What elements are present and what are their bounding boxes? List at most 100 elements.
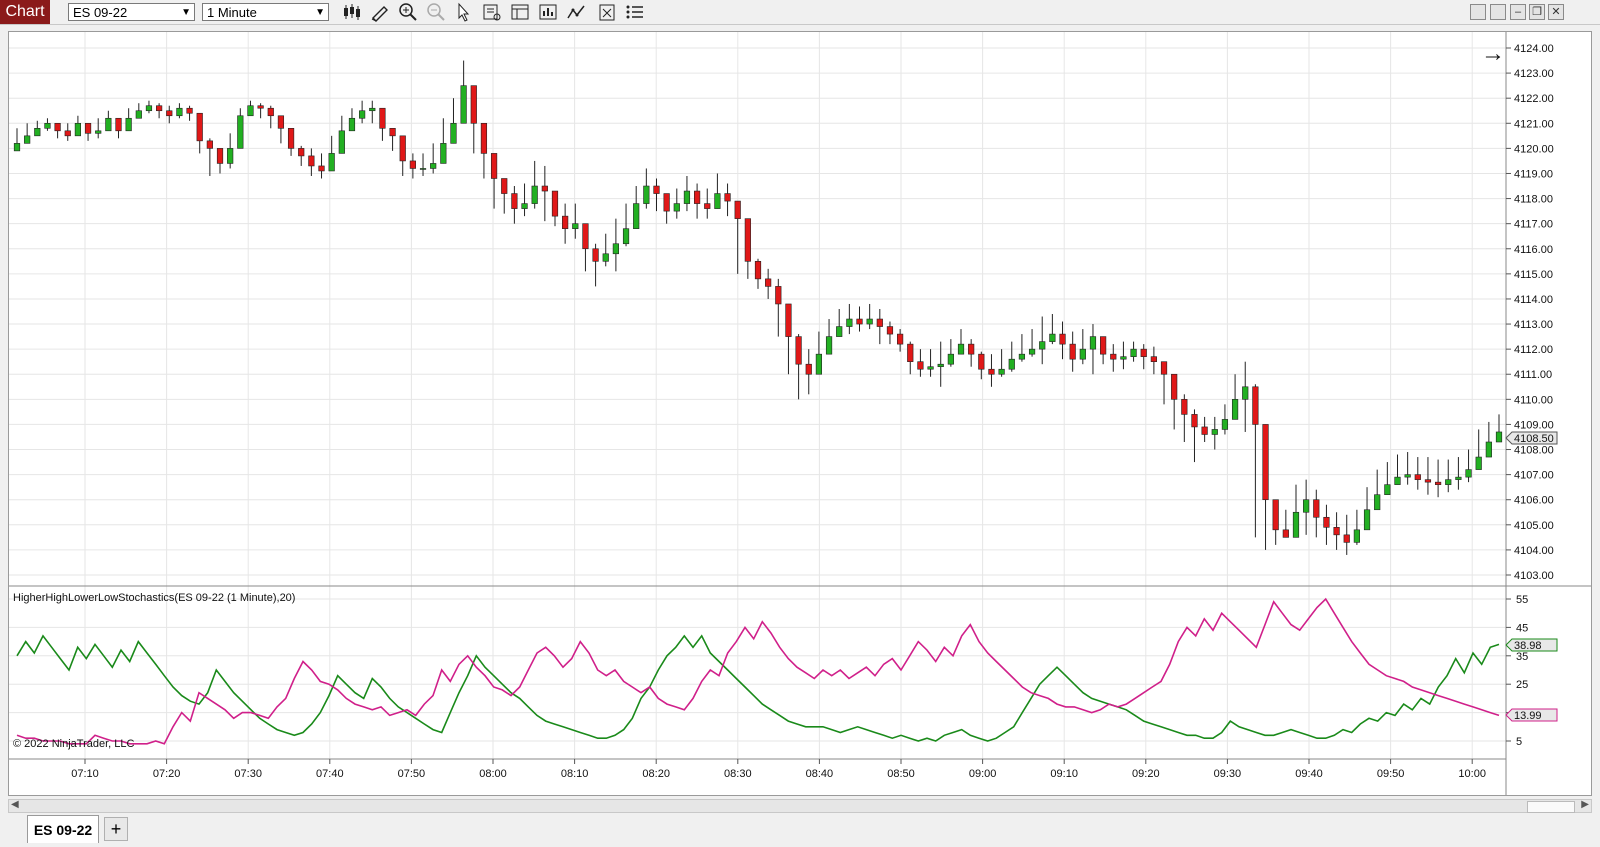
candle-body — [145, 105, 153, 112]
price-tick-label: 4123.00 — [1514, 68, 1554, 80]
candle-body — [1150, 356, 1157, 362]
candle-body — [998, 368, 1005, 375]
chart-window-tab[interactable]: Chart — [0, 0, 50, 24]
minimize-icon[interactable]: – — [1510, 4, 1526, 20]
candle-body — [237, 115, 244, 149]
candle-body — [1191, 414, 1198, 428]
green-value-marker: 38.98 — [1505, 638, 1558, 652]
candle-body — [1374, 494, 1381, 511]
indicators-icon[interactable] — [565, 2, 587, 22]
candle-body — [765, 278, 772, 287]
price-tick-label: 4108.00 — [1514, 445, 1554, 457]
arrow-right-icon[interactable]: → — [1481, 40, 1505, 67]
time-tick-label: 08:30 — [724, 768, 752, 780]
candle-body — [156, 105, 163, 112]
price-grid — [9, 32, 1506, 759]
instrument-tab[interactable]: ES 09-22 — [27, 815, 99, 843]
candle-body — [1039, 341, 1046, 350]
time-tick-label: 09:20 — [1132, 768, 1160, 780]
interval-selector[interactable]: 1 Minute ▼ — [202, 3, 329, 21]
candle-body — [1252, 386, 1259, 425]
scroll-thumb[interactable] — [1527, 801, 1575, 813]
price-tick-label: 4121.00 — [1514, 118, 1554, 130]
candle-body — [602, 253, 609, 262]
candle-body — [348, 117, 356, 132]
candle-body — [1282, 529, 1289, 538]
candlestick-icon[interactable] — [341, 2, 363, 22]
price-tick-label: 4116.00 — [1514, 244, 1553, 256]
candle-body — [1079, 348, 1086, 360]
candle-body — [704, 203, 711, 209]
scroll-left-icon[interactable]: ◀ — [11, 799, 19, 810]
price-tick-label: 4107.00 — [1514, 470, 1554, 482]
zoom-in-icon[interactable] — [397, 2, 419, 22]
candle-body — [501, 178, 508, 194]
candle-body — [287, 128, 295, 149]
candle-body — [135, 110, 142, 119]
candle-body — [541, 185, 548, 192]
candle-body — [430, 163, 437, 169]
green-line-value: 38.98 — [1514, 640, 1542, 652]
time-tick-label: 09:10 — [1050, 768, 1078, 780]
candle-body — [338, 130, 345, 154]
pencil-icon[interactable] — [369, 2, 391, 22]
chart-canvas[interactable]: 4124.00 4123.00 4122.00 4121.00 4120.00 4119.… — [9, 32, 1591, 795]
time-tick-label: 08:10 — [561, 768, 589, 780]
candle-body — [1414, 474, 1421, 480]
time-tick-label: 08:50 — [887, 768, 915, 780]
instrument-value: ES 09-22 — [73, 5, 128, 20]
candle-body — [653, 185, 660, 194]
data-box-icon[interactable] — [481, 2, 503, 22]
candle-body — [897, 333, 904, 345]
price-tick-label: 4109.00 — [1514, 419, 1554, 431]
scroll-right-icon[interactable]: ▶ — [1581, 799, 1589, 810]
candle-body — [227, 148, 234, 164]
candle-body — [1181, 399, 1188, 415]
candle-body — [795, 336, 802, 365]
candle-body — [1455, 476, 1462, 480]
indicator-tick-label: 55 — [1516, 594, 1528, 606]
restore-icon[interactable]: ❐ — [1529, 4, 1545, 20]
candle-body — [744, 218, 751, 262]
indicator-axis: 55453525155 — [1506, 594, 1528, 748]
candle-body — [978, 353, 985, 370]
restore-panel-icon[interactable] — [1490, 4, 1506, 20]
magenta-stochastic-line — [16, 597, 1500, 745]
indicator-tick-label: 45 — [1516, 622, 1528, 634]
candle-body — [673, 203, 680, 212]
candle-body — [54, 122, 61, 132]
candle-body — [754, 261, 762, 280]
candle-body — [815, 353, 823, 375]
candle-body — [298, 148, 305, 157]
templates-icon[interactable] — [596, 2, 618, 22]
price-tick-label: 4120.00 — [1514, 143, 1554, 155]
candle-body — [805, 363, 812, 375]
candle-body — [1221, 419, 1229, 430]
candle-body — [13, 143, 21, 152]
horizontal-scrollbar[interactable]: ◀ ▶ — [8, 799, 1592, 813]
instrument-selector[interactable]: ES 09-22 ▼ — [68, 3, 195, 21]
time-tick-label: 09:50 — [1377, 768, 1405, 780]
candle-body — [927, 366, 934, 370]
candle-body — [359, 110, 366, 119]
candle-body — [247, 105, 254, 117]
candle-body — [734, 200, 741, 219]
candle-body — [460, 85, 467, 124]
price-tick-label: 4118.00 — [1514, 194, 1553, 206]
candle-body — [1201, 426, 1208, 435]
indicator-tick-label: 35 — [1516, 651, 1528, 663]
candle-body — [551, 190, 559, 217]
zoom-out-icon[interactable] — [425, 2, 447, 22]
candle-body — [419, 168, 427, 170]
candle-body — [196, 112, 203, 142]
candle-body — [440, 143, 447, 164]
strategies-icon[interactable] — [537, 2, 559, 22]
add-tab-button[interactable]: + — [104, 817, 128, 841]
candle-body — [105, 117, 112, 132]
list-icon[interactable] — [624, 2, 646, 22]
candle-body — [572, 223, 579, 229]
minimize-panel-icon[interactable] — [1470, 4, 1486, 20]
properties-icon[interactable] — [509, 2, 531, 22]
pointer-icon[interactable] — [453, 2, 475, 22]
close-icon[interactable]: ✕ — [1548, 4, 1564, 20]
